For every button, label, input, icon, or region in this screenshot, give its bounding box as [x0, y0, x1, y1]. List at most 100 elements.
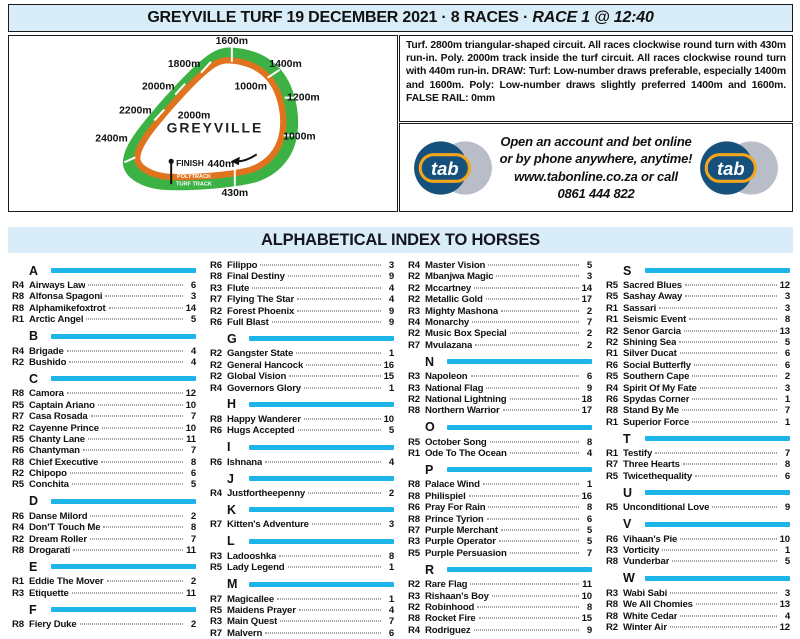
page-number: 9	[784, 502, 790, 514]
page-number: 2	[388, 488, 394, 500]
leader-dots	[485, 298, 579, 300]
letter-header: T	[606, 429, 790, 448]
horse-name: Testify	[623, 448, 653, 460]
index-title-band: ALPHABETICAL INDEX TO HORSES	[8, 227, 793, 253]
page-number: 3	[784, 291, 790, 303]
label-1000m-right: 1000m	[283, 131, 315, 142]
index-entry: R8 Fiery Duke 2	[12, 619, 196, 630]
index-entry: R6 Ishnana 4	[210, 457, 394, 468]
page-number: 5	[586, 536, 592, 548]
label-1000m-inner: 1000m	[234, 82, 266, 93]
race-day-title-main: GREYVILLE TURF 19 DECEMBER 2021 · 8 RACE…	[147, 9, 533, 26]
race-number: R3	[408, 536, 420, 548]
letter-divider-bar	[447, 424, 592, 430]
index-entry: R2 Rare Flag 11	[408, 579, 592, 590]
horse-name: Final Destiny	[227, 271, 285, 283]
horse-name: Eddie The Mover	[29, 576, 104, 588]
horse-name: Casa Rosada	[29, 411, 88, 423]
leader-dots	[474, 287, 579, 289]
index-entry: R8 White Cedar 4	[606, 611, 790, 622]
letter-label: U	[623, 485, 633, 500]
label-1800m: 1800m	[168, 59, 201, 70]
horse-name: Chanty Lane	[29, 433, 85, 445]
page-number: 1	[388, 562, 394, 574]
leader-dots	[298, 609, 381, 611]
label-2000m: 2000m	[142, 82, 175, 93]
horse-name: Malvern	[227, 627, 263, 639]
race-number: R3	[408, 382, 420, 394]
letter-header: K	[210, 500, 394, 519]
leader-dots	[491, 595, 579, 597]
poly-track-outline	[134, 57, 287, 181]
index-entry: R5 Sashay Away 3	[606, 291, 790, 302]
page-number: 3	[586, 271, 592, 283]
ad-line-1: Open an account and bet online	[500, 133, 692, 149]
horse-name: Superior Force	[623, 416, 690, 428]
page-number: 4	[784, 610, 790, 622]
index-entry: R7 Purple Merchant 5	[408, 525, 592, 536]
index-entry: R5 Twicethequality 6	[606, 471, 790, 482]
horse-name: Dream Roller	[29, 533, 87, 545]
ad-website-line: www.tabonline.co.za or call	[514, 168, 678, 184]
leader-dots	[297, 429, 381, 431]
horse-name: Music Box Special	[425, 328, 507, 340]
index-title: ALPHABETICAL INDEX TO HORSES	[261, 230, 540, 249]
race-number: R8	[408, 479, 420, 491]
index-entry: R6 Vihaan's Pie 10	[606, 534, 790, 545]
track-diagram-panel: 1600m 1800m 2000m 2200m 2400m 1400m 1000…	[8, 35, 398, 212]
index-entry: R5 October Song 8	[408, 437, 592, 448]
race-title-italic: RACE 1 @ 12:40	[532, 9, 654, 26]
page-number: 7	[784, 405, 790, 417]
index-entry: R7 Flying The Star 4	[210, 294, 394, 305]
horse-name: Rodriguez	[425, 624, 471, 636]
leader-dots	[695, 475, 777, 477]
letter-divider-bar	[51, 376, 196, 382]
race-day-title: GREYVILLE TURF 19 DECEMBER 2021 · 8 RACE…	[147, 9, 654, 27]
leader-dots	[87, 438, 183, 440]
index-entry: R2 General Hancock 16	[210, 360, 394, 371]
race-number: R4	[12, 280, 24, 291]
letter-label: S	[623, 263, 632, 278]
horse-name: Silver Ducat	[623, 348, 677, 360]
index-entry: R5 Conchita 5	[12, 479, 196, 490]
race-number: R5	[606, 291, 618, 303]
race-number: R8	[606, 610, 618, 622]
index-entry: R2 Forest Phoenix 9	[210, 306, 394, 317]
race-number: R2	[408, 393, 420, 405]
index-entry: R4 Spirit Of My Fate 3	[606, 383, 790, 394]
horse-name: Alphamikefoxtrot	[29, 302, 106, 314]
race-number: R3	[210, 550, 222, 562]
letter-header: E	[12, 557, 196, 576]
page-number: 13	[779, 325, 791, 337]
horse-name: Social Butterfly	[623, 359, 691, 371]
race-number: R8	[12, 545, 24, 557]
index-entry: R2 Metallic Gold 17	[408, 294, 592, 305]
leader-dots	[101, 427, 183, 429]
leader-dots	[681, 409, 777, 411]
race-number: R3	[408, 590, 420, 602]
index-entry: R1 Sassari 3	[606, 303, 790, 314]
page-number: 6	[784, 348, 790, 360]
race-number: R7	[210, 294, 222, 306]
letter-header: F	[12, 600, 196, 619]
leader-dots	[279, 555, 381, 557]
page-number: 15	[383, 371, 395, 383]
letter-divider-bar	[249, 336, 394, 342]
index-entry: R3 National Flag 9	[408, 383, 592, 394]
leader-dots	[475, 344, 579, 346]
index-entry: R3 Ladooshka 8	[210, 551, 394, 562]
leader-dots	[679, 341, 777, 343]
letter-divider-bar	[249, 581, 394, 587]
horse-name: Spydas Corner	[623, 393, 690, 405]
index-entry: R5 Captain Ariano 10	[12, 400, 196, 411]
leader-dots	[280, 620, 381, 622]
index-entry: R7 Magicallee 1	[210, 594, 394, 605]
index-entry: R1 Superior Force 1	[606, 417, 790, 428]
label-2000m-inner: 2000m	[178, 111, 211, 122]
leader-dots	[289, 375, 381, 377]
page-number: 6	[586, 371, 592, 383]
leader-dots	[108, 307, 183, 309]
leader-dots	[659, 307, 777, 309]
index-entry: R6 Danse Milord 2	[12, 511, 196, 522]
leader-dots	[655, 452, 777, 454]
